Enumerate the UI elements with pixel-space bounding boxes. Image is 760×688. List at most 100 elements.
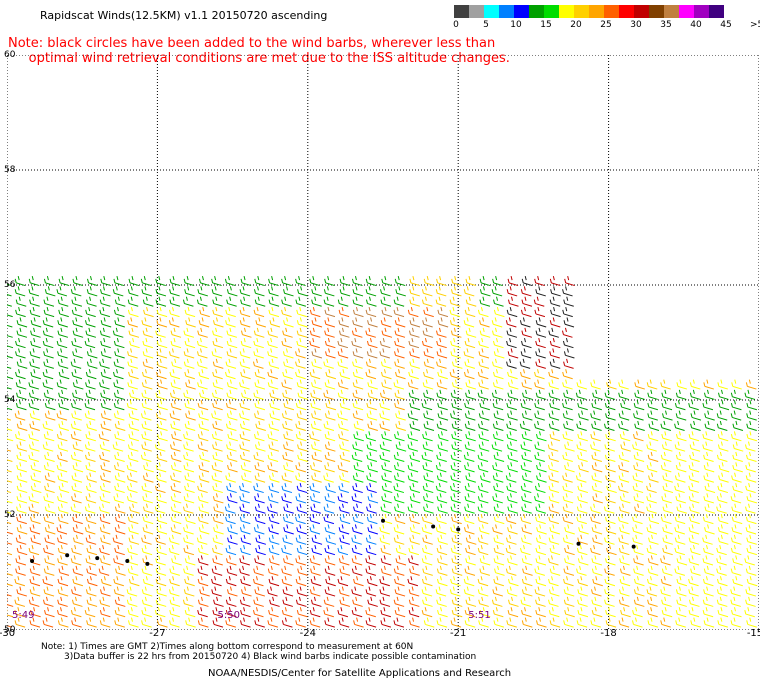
wind-barb: [591, 555, 603, 566]
contamination-marker: [145, 561, 150, 566]
wind-barb: [660, 420, 672, 431]
wind-barb: [604, 514, 616, 525]
wind-barb: [562, 493, 574, 504]
wind-barb: [114, 462, 125, 473]
contamination-marker: [431, 524, 436, 529]
wind-barb: [534, 493, 545, 504]
wind-barb: [281, 338, 293, 349]
wind-barb: [267, 338, 278, 349]
wind-barb: [634, 503, 645, 514]
wind-barb: [281, 472, 293, 483]
wind-barb: [576, 545, 588, 556]
wind-barb: [42, 576, 54, 587]
wind-barb: [465, 327, 477, 338]
wind-barb: [436, 348, 448, 359]
wind-barb: [618, 389, 629, 400]
wind-barb: [451, 596, 463, 607]
scale-swatch: [679, 5, 694, 18]
wind-barb: [590, 545, 601, 556]
wind-barb: [479, 555, 491, 566]
wind-barb: [29, 358, 40, 369]
wind-barb: [604, 565, 615, 576]
wind-barb: [662, 472, 673, 483]
wind-barb: [28, 493, 40, 504]
wind-barb: [16, 545, 28, 556]
wind-barb: [44, 503, 56, 514]
wind-barb: [534, 586, 546, 597]
wind-barb: [254, 555, 265, 566]
wind-barb: [99, 307, 110, 318]
wind-barb: [15, 369, 26, 380]
wind-barb: [225, 514, 236, 525]
wind-barb: [170, 462, 182, 473]
wind-barb: [521, 431, 533, 442]
wind-barb: [505, 545, 517, 556]
wind-barb: [282, 348, 294, 359]
wind-barb: [703, 545, 714, 556]
wind-barb: [536, 617, 547, 628]
wind-barb: [393, 462, 405, 473]
wind-barb: [183, 348, 195, 359]
wind-barb: [394, 607, 406, 618]
wind-barb: [126, 462, 138, 473]
wind-barb: [141, 431, 152, 442]
wind-barb: [100, 462, 111, 473]
wind-barb: [325, 369, 337, 380]
wind-barb: [7, 304, 12, 307]
wind-barb: [226, 286, 238, 297]
wind-barb: [352, 389, 364, 400]
wind-barb: [535, 555, 547, 566]
wind-barb: [126, 472, 138, 483]
wind-barb: [394, 338, 405, 349]
wind-barb: [437, 607, 448, 618]
wind-barb-plot: [7, 55, 759, 630]
wind-barb: [661, 441, 673, 452]
wind-barb: [393, 524, 405, 535]
wind-barb: [16, 503, 27, 514]
wind-barb: [379, 389, 391, 400]
wind-barb: [168, 317, 180, 328]
wind-barb: [562, 514, 574, 525]
wind-barb: [578, 410, 589, 421]
wind-barb: [72, 534, 84, 545]
lat-tick-label: 50: [4, 625, 16, 635]
wind-barb: [409, 493, 421, 504]
wind-barb: [352, 472, 364, 483]
wind-barb: [423, 358, 435, 369]
wind-barb: [295, 555, 306, 566]
wind-barb: [253, 524, 265, 535]
wind-barb: [548, 420, 560, 431]
wind-barb: [85, 493, 97, 504]
wind-barb: [633, 576, 645, 587]
note-line-1: Note: black circles have been added to t…: [8, 36, 496, 51]
wind-barb: [464, 410, 476, 421]
wind-barb: [57, 503, 69, 514]
contamination-marker: [576, 541, 581, 546]
wind-barb: [562, 307, 573, 318]
wind-barb: [183, 451, 194, 463]
wind-barb: [99, 596, 111, 607]
wind-barb: [519, 420, 531, 431]
wind-barb: [449, 317, 461, 328]
wind-barb: [662, 545, 673, 556]
wind-barb: [127, 451, 139, 463]
wind-barb: [409, 514, 420, 525]
wind-barb: [112, 441, 124, 452]
wind-barb: [366, 348, 378, 359]
wind-barb: [395, 441, 407, 452]
wind-barb: [309, 514, 321, 525]
wind-barb: [534, 441, 545, 452]
wind-barb: [71, 472, 83, 483]
wind-barb: [492, 524, 503, 535]
contamination-marker: [456, 527, 461, 532]
wind-barb: [157, 431, 168, 442]
credit-line: NOAA/NESDIS/Center for Satellite Applica…: [208, 668, 512, 679]
wind-barb: [7, 625, 13, 628]
wind-barb: [618, 503, 630, 514]
wind-barb: [71, 586, 82, 597]
wind-barb: [366, 472, 377, 483]
wind-barb: [155, 576, 167, 587]
wind-barb: [379, 348, 390, 359]
wind-barb: [437, 410, 449, 421]
wind-barb: [577, 431, 588, 442]
